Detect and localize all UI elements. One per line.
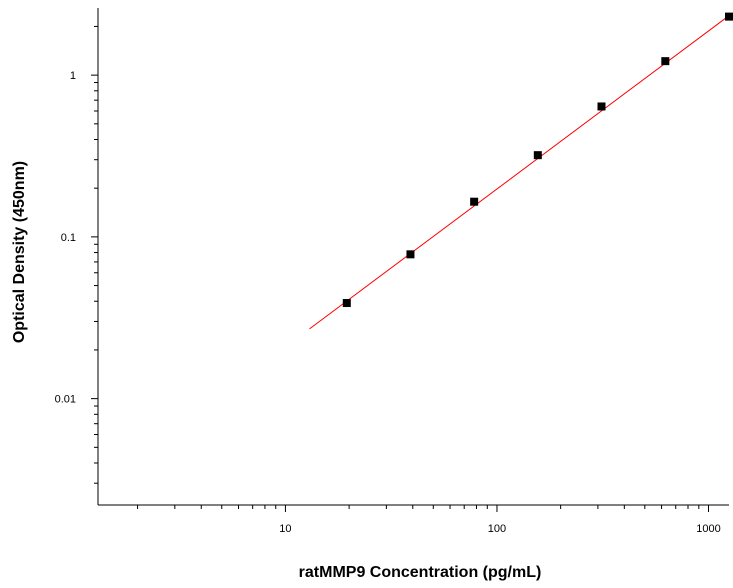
fit-line-layer bbox=[309, 15, 730, 330]
x-tick-label: 10 bbox=[279, 523, 291, 535]
ticks: 10 100 1000 0.01 0.1 1 bbox=[55, 25, 721, 535]
x-tick-label: 100 bbox=[488, 523, 506, 535]
y-axis-title: Optical Density (450nm) bbox=[11, 161, 28, 343]
x-tick-label: 1000 bbox=[696, 523, 720, 535]
y-tick-label: 1 bbox=[70, 70, 76, 82]
data-point bbox=[342, 299, 351, 308]
data-points-layer bbox=[342, 12, 733, 308]
data-point bbox=[406, 250, 415, 259]
data-point bbox=[725, 12, 733, 21]
fit-line bbox=[309, 15, 730, 330]
data-point bbox=[470, 197, 479, 206]
y-tick-label: 0.01 bbox=[55, 394, 76, 406]
y-tick-label: 0.1 bbox=[61, 232, 76, 244]
data-point bbox=[533, 151, 542, 160]
data-point bbox=[661, 57, 670, 66]
x-axis-title: ratMMP9 Concentration (pg/mL) bbox=[299, 564, 542, 581]
data-point bbox=[597, 102, 606, 111]
